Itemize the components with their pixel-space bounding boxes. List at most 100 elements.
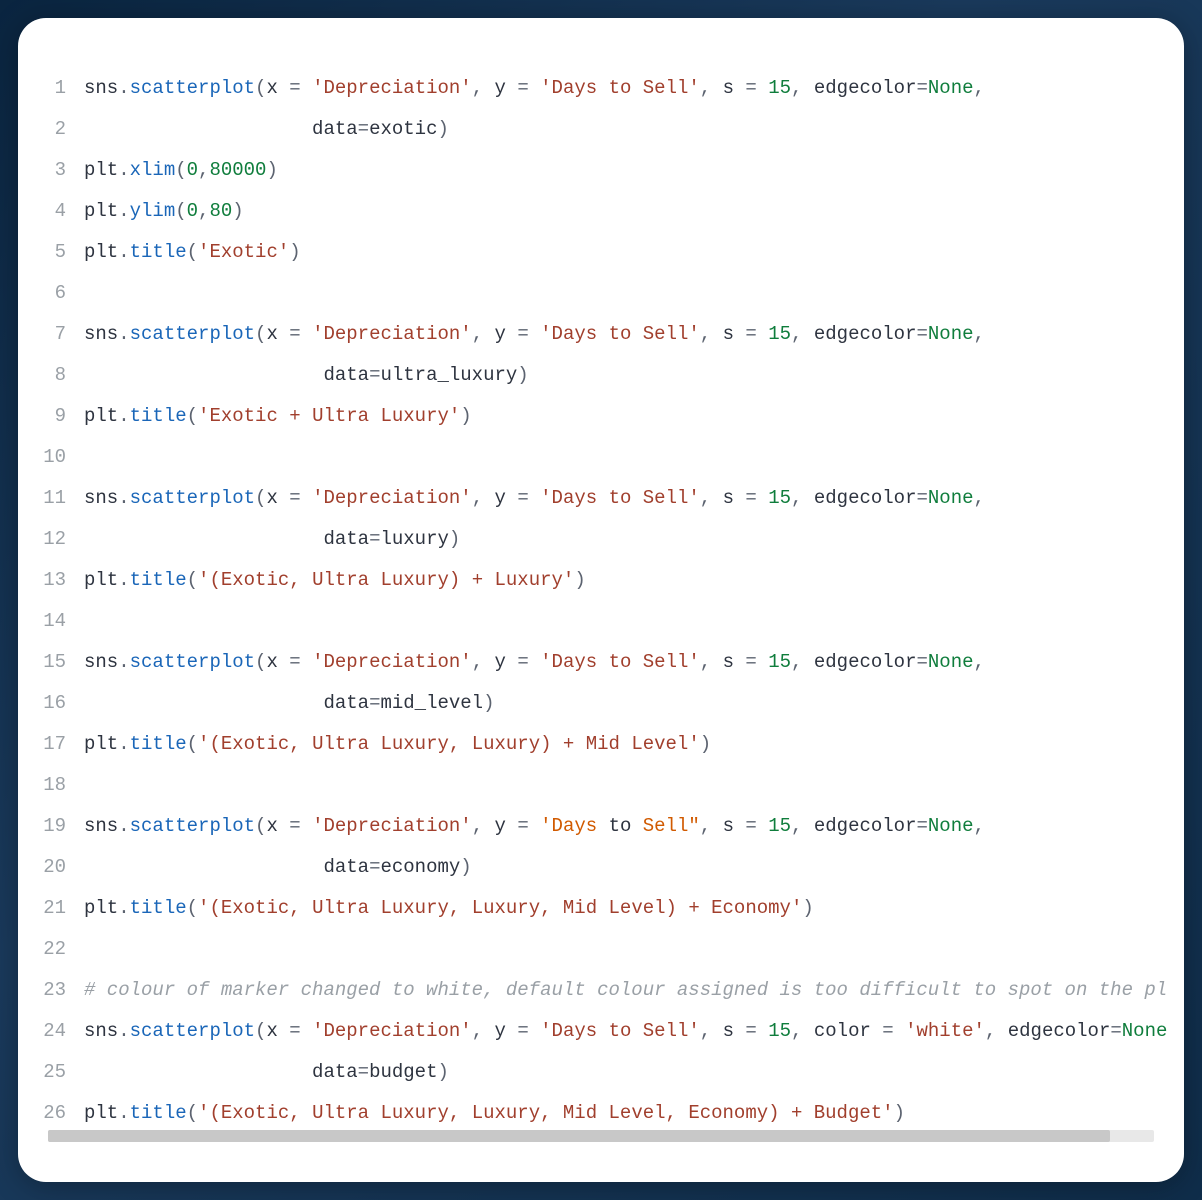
code-line[interactable]: 23# colour of marker changed to white, d… bbox=[18, 970, 1184, 1011]
code-line[interactable]: 6 bbox=[18, 273, 1184, 314]
code-token: 'Depreciation' bbox=[312, 651, 472, 673]
code-line[interactable]: 26plt.title('(Exotic, Ultra Luxury, Luxu… bbox=[18, 1093, 1184, 1122]
code-line[interactable]: 21plt.title('(Exotic, Ultra Luxury, Luxu… bbox=[18, 888, 1184, 929]
line-number: 12 bbox=[18, 519, 84, 560]
code-line[interactable]: 9plt.title('Exotic + Ultra Luxury') bbox=[18, 396, 1184, 437]
code-token: = bbox=[517, 815, 540, 837]
code-token: economy bbox=[380, 856, 460, 878]
code-content[interactable]: sns.scatterplot(x = 'Depreciation', y = … bbox=[84, 478, 1184, 519]
code-line[interactable]: 22 bbox=[18, 929, 1184, 970]
code-line[interactable]: 11sns.scatterplot(x = 'Depreciation', y … bbox=[18, 478, 1184, 519]
code-token: = bbox=[517, 323, 540, 345]
code-token: = bbox=[289, 651, 312, 673]
code-line[interactable]: 16 data=mid_level) bbox=[18, 683, 1184, 724]
code-token: x bbox=[266, 487, 289, 509]
code-line[interactable]: 20 data=economy) bbox=[18, 847, 1184, 888]
code-token: ) bbox=[232, 200, 243, 222]
code-token: data bbox=[323, 692, 369, 714]
code-token: , bbox=[974, 815, 985, 837]
code-token: s bbox=[723, 651, 746, 673]
code-content[interactable]: data=luxury) bbox=[84, 519, 1184, 560]
code-token: ) bbox=[894, 1102, 905, 1122]
code-content[interactable]: data=exotic) bbox=[84, 109, 1184, 150]
code-content[interactable]: plt.title('Exotic + Ultra Luxury') bbox=[84, 396, 1184, 437]
code-token: None bbox=[928, 651, 974, 673]
horizontal-scrollbar-thumb[interactable] bbox=[48, 1130, 1110, 1142]
code-content[interactable]: data=budget) bbox=[84, 1052, 1184, 1093]
code-line[interactable]: 8 data=ultra_luxury) bbox=[18, 355, 1184, 396]
code-content[interactable]: sns.scatterplot(x = 'Depreciation', y = … bbox=[84, 314, 1184, 355]
code-content[interactable]: plt.title('(Exotic, Ultra Luxury, Luxury… bbox=[84, 724, 1184, 765]
code-line[interactable]: 7sns.scatterplot(x = 'Depreciation', y =… bbox=[18, 314, 1184, 355]
code-line[interactable]: 14 bbox=[18, 601, 1184, 642]
code-token bbox=[84, 692, 323, 714]
code-token: , bbox=[700, 651, 723, 673]
code-line[interactable]: 10 bbox=[18, 437, 1184, 478]
code-content[interactable]: data=economy) bbox=[84, 847, 1184, 888]
code-line[interactable]: 15sns.scatterplot(x = 'Depreciation', y … bbox=[18, 642, 1184, 683]
code-content[interactable]: plt.title('(Exotic, Ultra Luxury, Luxury… bbox=[84, 888, 1184, 929]
code-token: , bbox=[472, 1020, 495, 1042]
code-content[interactable]: plt.title('(Exotic, Ultra Luxury) + Luxu… bbox=[84, 560, 1184, 601]
code-content[interactable]: sns.scatterplot(x = 'Depreciation', y = … bbox=[84, 68, 1184, 109]
code-line[interactable]: 19sns.scatterplot(x = 'Depreciation', y … bbox=[18, 806, 1184, 847]
code-token: . bbox=[118, 323, 129, 345]
code-line[interactable]: 25 data=budget) bbox=[18, 1052, 1184, 1093]
code-token: ) bbox=[802, 897, 813, 919]
code-token: s bbox=[723, 77, 746, 99]
code-token: ( bbox=[255, 77, 266, 99]
code-token: y bbox=[495, 651, 518, 673]
code-line[interactable]: 13plt.title('(Exotic, Ultra Luxury) + Lu… bbox=[18, 560, 1184, 601]
code-token: , bbox=[974, 77, 985, 99]
code-content[interactable]: data=mid_level) bbox=[84, 683, 1184, 724]
code-content[interactable]: sns.scatterplot(x = 'Depreciation', y = … bbox=[84, 642, 1184, 683]
code-token: , bbox=[974, 651, 985, 673]
code-token: edgecolor bbox=[814, 77, 917, 99]
line-number: 20 bbox=[18, 847, 84, 888]
code-token: . bbox=[118, 815, 129, 837]
code-token: . bbox=[118, 569, 129, 591]
horizontal-scrollbar-track[interactable] bbox=[48, 1130, 1154, 1142]
code-token: s bbox=[723, 323, 746, 345]
code-token: . bbox=[118, 487, 129, 509]
code-token: scatterplot bbox=[130, 487, 255, 509]
code-token: s bbox=[723, 1020, 746, 1042]
code-line[interactable]: 5plt.title('Exotic') bbox=[18, 232, 1184, 273]
code-content[interactable]: sns.scatterplot(x = 'Depreciation', y = … bbox=[84, 1011, 1184, 1052]
code-token: 'Days to Sell' bbox=[540, 323, 700, 345]
code-token: 'white' bbox=[905, 1020, 985, 1042]
code-line[interactable]: 12 data=luxury) bbox=[18, 519, 1184, 560]
code-token: plt bbox=[84, 159, 118, 181]
line-number: 21 bbox=[18, 888, 84, 929]
code-content[interactable]: data=ultra_luxury) bbox=[84, 355, 1184, 396]
code-token: plt bbox=[84, 200, 118, 222]
code-token: data bbox=[312, 1061, 358, 1083]
code-token: ultra_luxury bbox=[380, 364, 517, 386]
code-token: = bbox=[745, 77, 768, 99]
code-content[interactable]: plt.title('Exotic') bbox=[84, 232, 1184, 273]
line-number: 3 bbox=[18, 150, 84, 191]
code-content[interactable]: plt.ylim(0,80) bbox=[84, 191, 1184, 232]
code-editor[interactable]: 1sns.scatterplot(x = 'Depreciation', y =… bbox=[18, 68, 1184, 1122]
code-token: scatterplot bbox=[130, 815, 255, 837]
code-token: , bbox=[472, 815, 495, 837]
code-token: title bbox=[130, 569, 187, 591]
code-line[interactable]: 18 bbox=[18, 765, 1184, 806]
code-content[interactable]: plt.xlim(0,80000) bbox=[84, 150, 1184, 191]
code-token: '(Exotic, Ultra Luxury, Luxury) + Mid Le… bbox=[198, 733, 700, 755]
code-token: 'Days to Sell' bbox=[540, 77, 700, 99]
code-token: ) bbox=[266, 159, 277, 181]
code-token: , bbox=[472, 323, 495, 345]
code-line[interactable]: 17plt.title('(Exotic, Ultra Luxury, Luxu… bbox=[18, 724, 1184, 765]
code-line[interactable]: 3plt.xlim(0,80000) bbox=[18, 150, 1184, 191]
code-content[interactable]: # colour of marker changed to white, def… bbox=[84, 970, 1184, 1011]
code-content[interactable]: sns.scatterplot(x = 'Depreciation', y = … bbox=[84, 806, 1184, 847]
code-line[interactable]: 2 data=exotic) bbox=[18, 109, 1184, 150]
code-token: title bbox=[130, 733, 187, 755]
code-content[interactable]: plt.title('(Exotic, Ultra Luxury, Luxury… bbox=[84, 1093, 1184, 1122]
code-line[interactable]: 4plt.ylim(0,80) bbox=[18, 191, 1184, 232]
code-token: plt bbox=[84, 405, 118, 427]
line-number: 22 bbox=[18, 929, 84, 970]
code-line[interactable]: 1sns.scatterplot(x = 'Depreciation', y =… bbox=[18, 68, 1184, 109]
code-line[interactable]: 24sns.scatterplot(x = 'Depreciation', y … bbox=[18, 1011, 1184, 1052]
